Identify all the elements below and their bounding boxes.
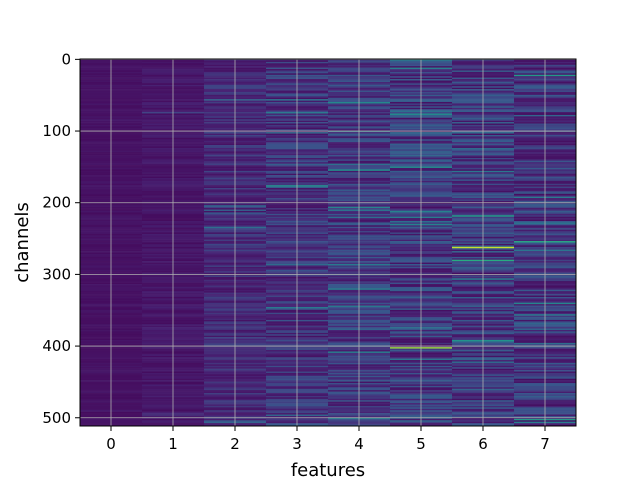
grid-lines [80, 58, 576, 426]
x-axis-ticks: 0 1 2 3 4 5 6 7 [106, 426, 550, 453]
y-axis-label: channels [12, 202, 33, 283]
x-tick-label: 1 [168, 435, 178, 453]
x-tick-label: 2 [230, 435, 240, 453]
x-tick-label: 6 [478, 435, 488, 453]
x-tick-label: 5 [416, 435, 426, 453]
y-axis-ticks: 0 100 200 300 400 500 [42, 50, 80, 427]
x-tick-label: 0 [106, 435, 116, 453]
y-tick-label: 400 [42, 337, 71, 355]
x-tick-label: 3 [292, 435, 302, 453]
heatmap-cells [80, 59, 577, 427]
y-tick-label: 500 [42, 409, 71, 427]
x-tick-label: 7 [540, 435, 550, 453]
y-tick-label: 200 [42, 194, 71, 212]
y-tick-label: 300 [42, 265, 71, 283]
x-axis-label: features [291, 460, 365, 480]
plot-frame [79, 58, 577, 427]
x-tick-label: 4 [354, 435, 364, 453]
y-tick-label: 100 [42, 122, 71, 140]
y-tick-label: 0 [61, 50, 71, 68]
